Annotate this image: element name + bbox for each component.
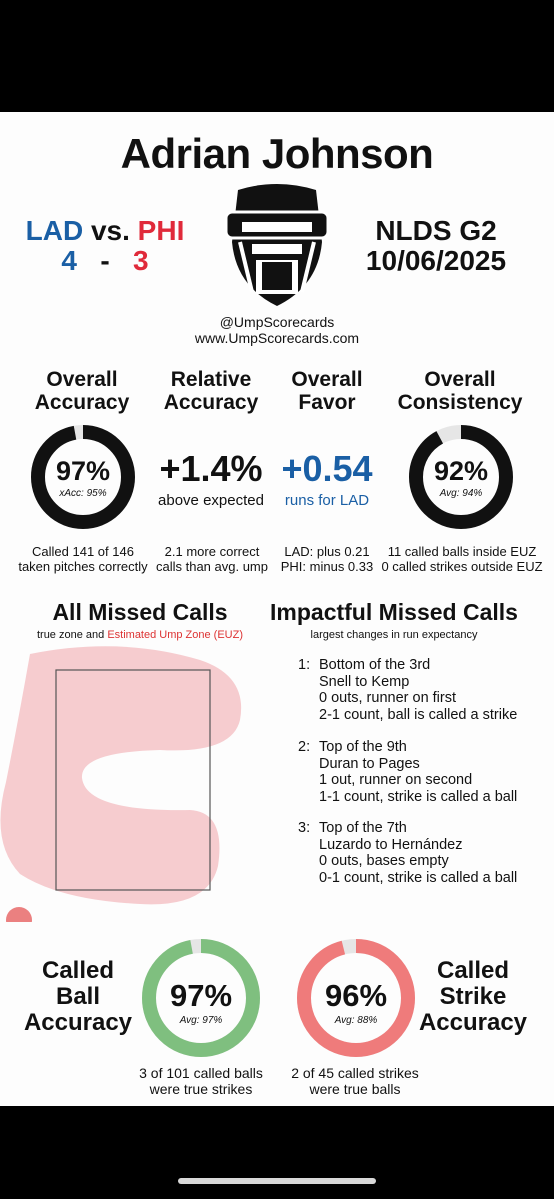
called-strike-note: 2 of 45 called strikes were true balls <box>291 1065 419 1097</box>
overall-favor-note: LAD: plus 0.21 PHI: minus 0.33 <box>280 544 374 574</box>
called-ball-header: Called Ball Accuracy <box>23 957 133 1036</box>
called-strike-ring <box>297 939 415 1057</box>
missed-call-marker <box>6 907 32 922</box>
xacc-label: xAcc: 95% <box>59 488 107 499</box>
called-strike-avg: Avg: 88% <box>334 1015 378 1026</box>
called-strike-header: Called Strike Accuracy <box>418 957 528 1036</box>
overall-consistency-header: Overall Consistency <box>397 368 523 414</box>
overall-accuracy-value: 97% <box>55 456 111 486</box>
overall-accuracy-header: Overall Accuracy <box>34 368 130 414</box>
euz-legend: Estimated Ump Zone (EUZ) <box>107 629 244 641</box>
impactful-item-2: 2: Top of the 9th Duran to Pages 1 out, … <box>298 739 518 805</box>
credits: @UmpScorecards www.UmpScorecards.com <box>0 314 554 346</box>
scorecard: Adrian Johnson LAD vs. PHI 4 - 3 NLDS G2… <box>0 112 554 1106</box>
called-ball-value: 97% <box>169 978 233 1013</box>
overall-consistency-value: 92% <box>433 456 489 486</box>
missed-calls-plot: 123 <box>0 646 242 922</box>
umpire-name: Adrian Johnson <box>120 130 434 177</box>
overall-consistency-note: 11 called balls inside EUZ 0 called strik… <box>381 544 543 574</box>
missed-calls-legend: true zone and Estimated Ump Zone (EUZ) <box>36 629 244 641</box>
euz-region <box>0 646 242 905</box>
game-info: NLDS G2 10/06/2025 <box>356 216 516 276</box>
home-indicator[interactable] <box>178 1178 376 1184</box>
impactful-subtitle: largest changes in run expectancy <box>310 629 478 641</box>
relative-accuracy-sub: above expected <box>158 492 264 509</box>
twitter-handle: @UmpScorecards <box>219 314 335 330</box>
impactful-item-3: 3: Top of the 7th Luzardo to Hernández 0… <box>298 820 518 886</box>
away-score: 4 <box>61 245 77 276</box>
home-score: 3 <box>133 245 149 276</box>
impactful-item-1: 1: Bottom of the 3rd Snell to Kemp 0 out… <box>298 657 518 723</box>
vs-label: vs. <box>90 215 130 246</box>
score-dash: - <box>100 245 110 276</box>
true-strike-zone <box>55 669 211 891</box>
overall-accuracy-ring <box>31 425 135 529</box>
missed-calls-title: All Missed Calls <box>52 599 228 625</box>
overall-consistency-ring <box>409 425 513 529</box>
overall-accuracy-note: Called 141 of 146 taken pitches correctly <box>18 544 148 574</box>
impactful-title: Impactful Missed Calls <box>270 599 518 625</box>
website: www.UmpScorecards.com <box>194 330 360 346</box>
consistency-avg-label: Avg: 94% <box>439 488 483 499</box>
away-team: LAD <box>25 215 84 246</box>
game-date: 10/06/2025 <box>365 245 507 276</box>
series-label: NLDS G2 <box>375 215 497 246</box>
relative-accuracy-note: 2.1 more correct calls than avg. ump <box>155 544 268 574</box>
overall-favor-header: Overall Favor <box>291 368 363 414</box>
called-ball-note: 3 of 101 called balls were true strikes <box>139 1065 263 1097</box>
relative-accuracy-header: Relative Accuracy <box>163 368 259 414</box>
umpire-mask-icon <box>224 184 330 306</box>
called-ball-ring <box>142 939 260 1057</box>
called-strike-value: 96% <box>324 978 388 1013</box>
called-ball-avg: Avg: 97% <box>179 1015 223 1026</box>
relative-accuracy-value: +1.4% <box>159 448 263 489</box>
overall-favor-sub: runs for LAD <box>284 492 370 509</box>
overall-favor-value: +0.54 <box>281 448 373 489</box>
matchup: LAD vs. PHI 4 - 3 <box>20 216 190 276</box>
home-team: PHI <box>137 215 185 246</box>
